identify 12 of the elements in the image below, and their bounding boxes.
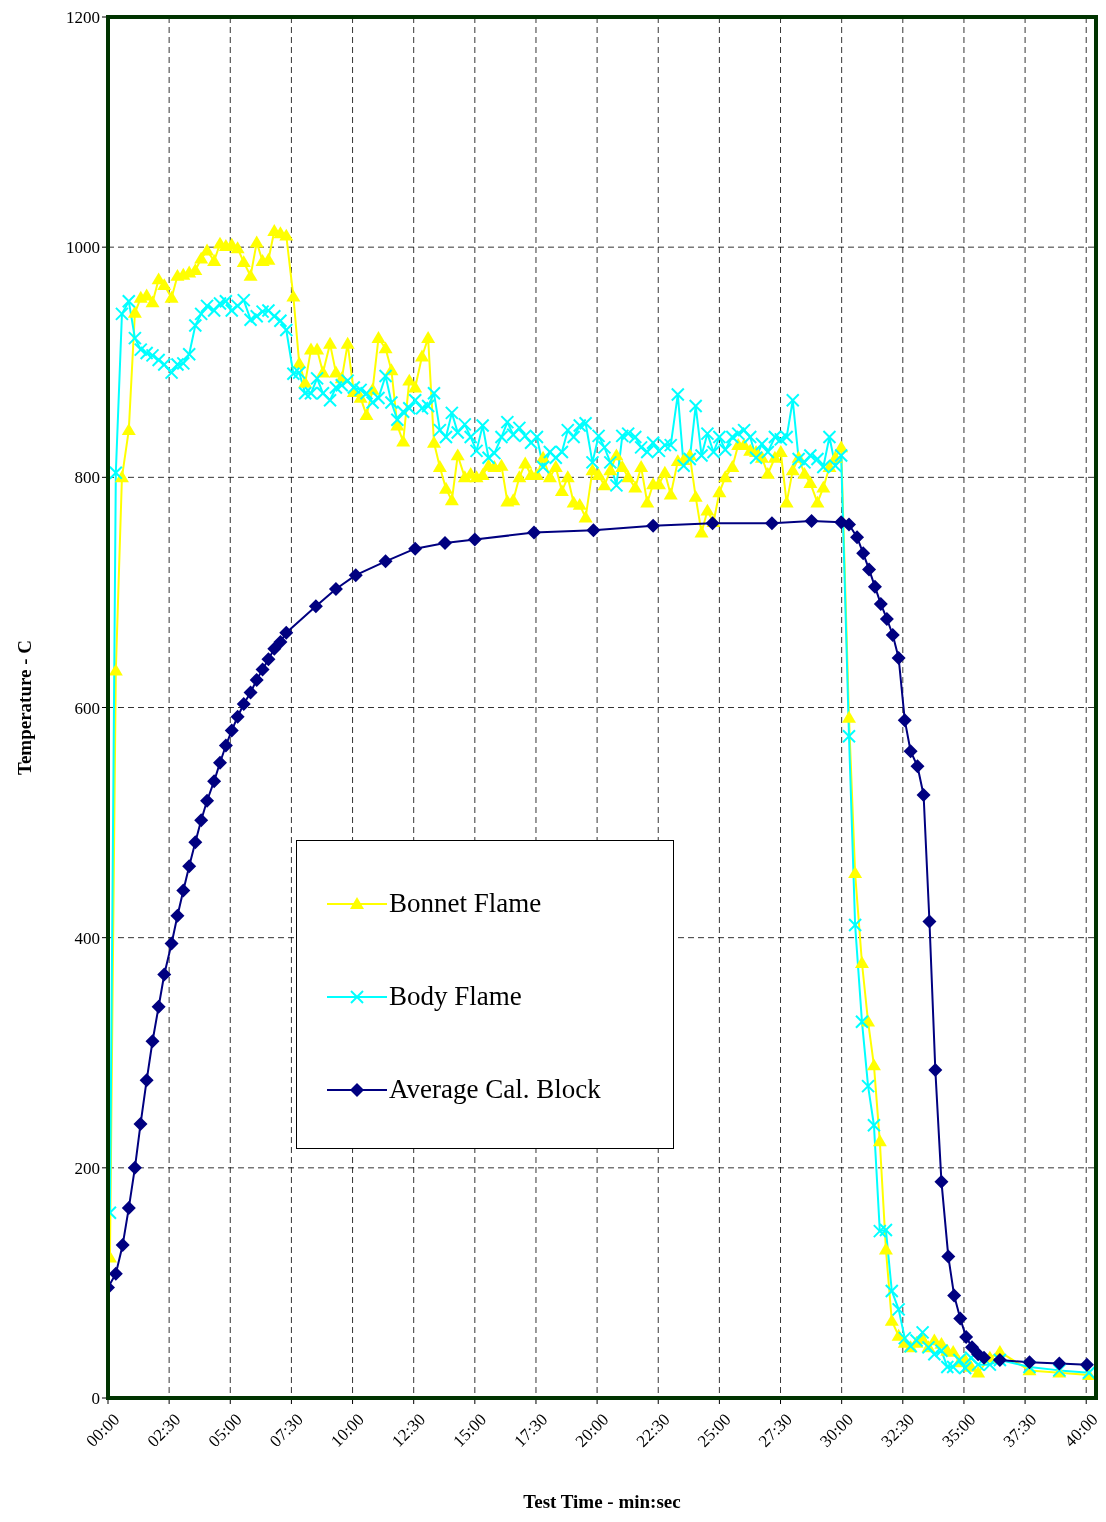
y-tick-label: 1200 (66, 8, 100, 28)
y-tick-label: 600 (74, 698, 100, 718)
y-tick-label: 800 (74, 468, 100, 488)
x-axis-title: Test Time - min:sec (523, 1491, 681, 1512)
y-tick-label: 200 (74, 1158, 100, 1178)
y-axis-title: Temperature - C (13, 639, 35, 776)
y-tick-label: 0 (91, 1389, 100, 1409)
y-tick-label: 1000 (66, 238, 100, 258)
legend-label: Body Flame (389, 981, 522, 1012)
legend-label: Bonnet Flame (389, 888, 542, 919)
y-tick-label: 400 (74, 928, 100, 948)
legend-label: Average Cal. Block (389, 1074, 601, 1105)
